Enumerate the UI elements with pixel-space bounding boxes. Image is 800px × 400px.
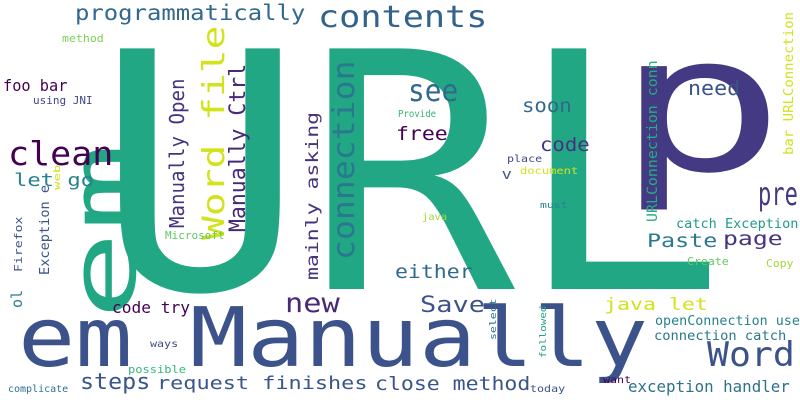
word-must: must	[540, 201, 568, 211]
word-place: place	[507, 154, 543, 165]
word-provide: Provide	[398, 109, 437, 120]
word-java-let: java let	[604, 295, 708, 315]
word-want: want	[603, 375, 632, 386]
word-openconnection-use: openConnection use	[655, 314, 800, 329]
word-microsoft: Microsoft	[165, 229, 225, 242]
word-method: method	[62, 32, 104, 45]
word-let-go: let go	[14, 170, 95, 191]
word-possible: possible	[128, 363, 186, 376]
word-ol: ol	[8, 289, 26, 308]
word-today: today	[530, 384, 566, 395]
word-url: URL	[95, 0, 726, 367]
word-request-finishes: request finishes	[157, 373, 368, 394]
word-ways: ways	[150, 339, 179, 350]
word-steps: steps	[80, 370, 151, 395]
word-free: free	[396, 123, 448, 145]
word-select: select	[489, 298, 499, 340]
word-connection: connection	[327, 60, 362, 260]
word-see: see	[408, 74, 459, 109]
word-pre: pre	[758, 175, 798, 213]
word-web: web	[53, 164, 63, 190]
word-manually-ctrl: Manually Ctrl	[226, 63, 251, 232]
word-save: Save	[420, 293, 485, 318]
word-bar-urlconnection: bar URLConnection	[782, 11, 797, 156]
word-code-try: code try	[112, 298, 191, 317]
word-copy: Copy	[766, 257, 794, 270]
word-em-manually: em Manually	[18, 291, 649, 386]
word-programmatically: programmatically	[75, 1, 306, 25]
word-exception-handler: exception handler	[628, 377, 790, 396]
word-soon: soon	[522, 95, 572, 117]
word-either: either	[395, 261, 473, 283]
word-firefox: Firefox	[12, 216, 25, 272]
word-followed: followed	[539, 305, 549, 358]
word-v: V	[502, 169, 512, 182]
word-java: java	[422, 212, 448, 223]
word-connection-catch: connection catch	[654, 329, 787, 344]
word-close-method: close method	[375, 373, 531, 395]
word-paste: Paste	[647, 230, 718, 252]
word-urlconnection-conn: URLConnection conn	[645, 60, 661, 222]
word-p: p	[615, 0, 786, 215]
word-create: Create	[687, 255, 729, 268]
word-document: document	[520, 166, 579, 177]
word-catch-exception: catch Exception	[676, 217, 799, 232]
word-using-jni: using JNI	[33, 94, 93, 107]
word-mainly-asking: mainly asking	[303, 111, 323, 281]
word-complicate: complicate	[8, 384, 69, 395]
word-contents: contents	[318, 0, 488, 35]
word-exception-e: Exception e	[38, 184, 53, 275]
word-foo-bar: foo bar	[3, 76, 68, 95]
word-page: page	[723, 228, 783, 250]
word-clean: clean	[8, 134, 114, 173]
word-code: code	[540, 134, 590, 156]
word-word: Word	[707, 335, 795, 375]
word-manually-open: Manually Open	[165, 78, 189, 228]
word-need: need	[688, 76, 741, 100]
word-new: new	[285, 288, 340, 319]
